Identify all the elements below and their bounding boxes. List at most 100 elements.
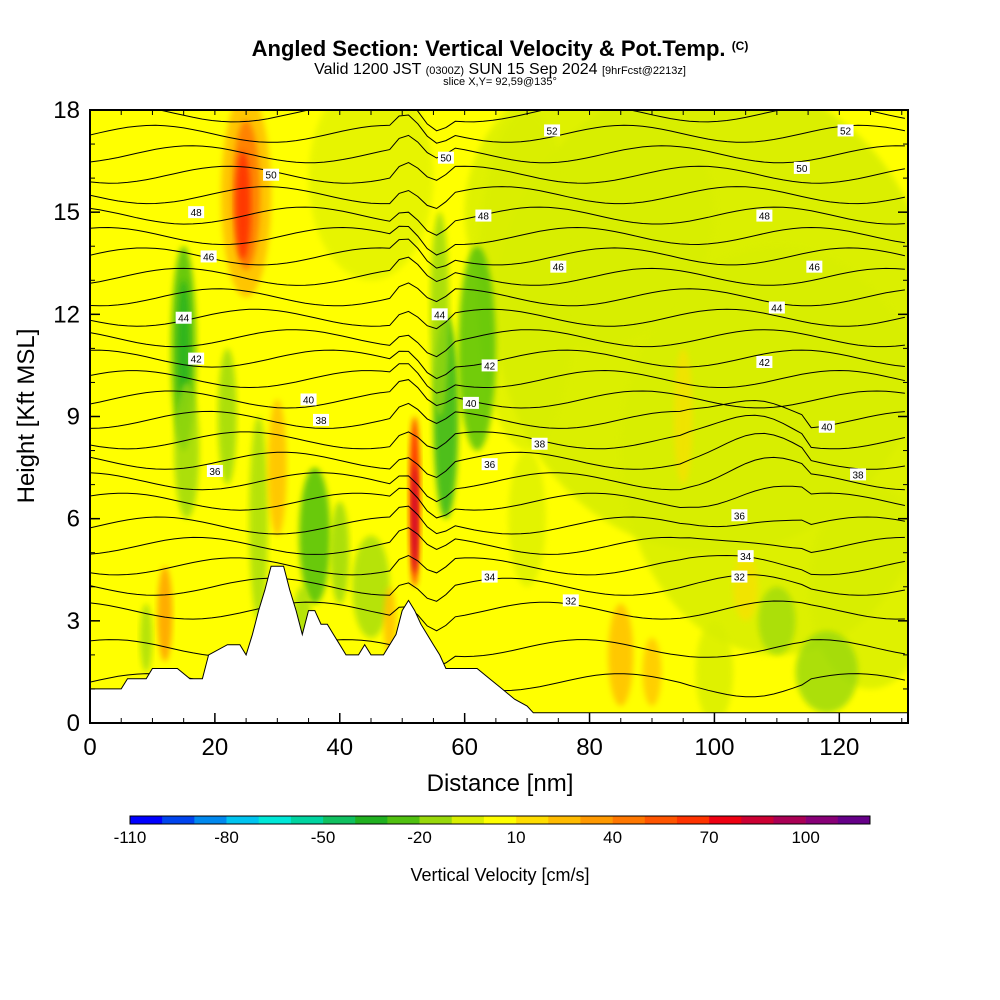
colorbar-swatch	[130, 816, 163, 824]
terrain-mask	[90, 565, 908, 723]
theta-contour	[90, 527, 905, 555]
svg-text:38: 38	[315, 416, 327, 427]
y-axis-label: Height [Kft MSL]	[13, 329, 40, 504]
contour-label: 44	[768, 301, 785, 315]
svg-text:42: 42	[484, 361, 496, 372]
contour-label: 36	[206, 464, 223, 478]
velocity-cell	[308, 110, 434, 281]
svg-text:40: 40	[303, 395, 315, 406]
colorbar-swatch	[805, 816, 839, 824]
y-tick-label: 9	[67, 404, 80, 431]
velocity-cell	[695, 620, 734, 723]
contour-label: 36	[731, 509, 748, 522]
theta-contour	[90, 329, 905, 358]
svg-text:44: 44	[771, 304, 783, 315]
svg-text:32: 32	[734, 573, 746, 584]
x-tick-label: 20	[202, 734, 229, 761]
colorbar-swatch	[419, 816, 453, 824]
svg-text:42: 42	[191, 355, 203, 366]
svg-text:50: 50	[440, 154, 452, 165]
contour-label: 44	[431, 308, 448, 321]
contour-label: 50	[793, 161, 810, 175]
colorbar-swatch	[773, 816, 806, 824]
colorbar-swatch	[258, 816, 292, 824]
colorbar-swatch	[548, 816, 581, 824]
colorbar-swatch	[837, 816, 871, 824]
velocity-cell	[157, 566, 173, 662]
contour-label: 48	[188, 206, 205, 219]
theta-contour	[90, 399, 905, 429]
colorbar-swatch	[644, 816, 678, 824]
svg-text:44: 44	[178, 314, 190, 325]
colorbar-swatch	[387, 816, 420, 824]
svg-text:36: 36	[209, 467, 221, 478]
contour-label: 32	[731, 570, 748, 584]
title-mark: (C)	[731, 39, 749, 53]
chart-title: Angled Section: Vertical Velocity & Pot.…	[251, 36, 749, 61]
svg-text:40: 40	[465, 399, 477, 410]
theta-contour	[90, 206, 905, 236]
colorbar-swatch	[355, 816, 388, 824]
colorbar-swatch	[194, 816, 227, 824]
contour-label: 38	[531, 437, 548, 451]
x-tick-label: 100	[694, 734, 734, 761]
svg-text:36: 36	[484, 460, 496, 471]
velocity-cell	[174, 382, 200, 519]
x-tick-label: 120	[819, 734, 859, 761]
chart-subtitle: Valid 1200 JST (0300Z) SUN 15 Sep 2024 […	[314, 61, 686, 78]
colorbar-swatch	[323, 816, 356, 824]
contour-label: 48	[756, 209, 773, 223]
svg-text:36: 36	[734, 511, 746, 522]
contour-label: 38	[313, 413, 330, 427]
velocity-cell	[235, 150, 251, 260]
svg-text:52: 52	[547, 126, 559, 137]
svg-text:46: 46	[203, 252, 215, 263]
theta-contour	[90, 134, 905, 164]
theta-contour	[90, 363, 906, 394]
velocity-cell	[249, 416, 268, 621]
contour-label: 46	[806, 260, 823, 274]
svg-text:44: 44	[434, 310, 446, 321]
theta-contour	[90, 162, 905, 184]
theta-contour	[90, 308, 906, 330]
x-tick-label: 40	[326, 734, 353, 761]
x-tick-label: 0	[83, 734, 96, 761]
velocity-cell	[383, 586, 396, 655]
svg-text:46: 46	[553, 263, 565, 274]
svg-text:50: 50	[266, 171, 278, 182]
svg-text:38: 38	[534, 440, 546, 451]
terrain-shape	[90, 565, 908, 723]
velocity-cell	[642, 637, 662, 706]
y-tick-label: 15	[53, 199, 80, 226]
svg-text:34: 34	[740, 552, 752, 563]
contour-label: 52	[544, 124, 561, 137]
colorbar-swatch	[612, 816, 646, 824]
velocity-cell	[477, 110, 578, 451]
svg-text:48: 48	[478, 212, 490, 223]
y-tick-label: 12	[53, 301, 80, 328]
colorbar-swatch	[483, 816, 517, 824]
svg-text:34: 34	[484, 573, 496, 584]
theta-contour	[90, 256, 905, 286]
theta-contour	[90, 225, 905, 256]
contour-label: 52	[837, 124, 854, 137]
colorbar-swatch	[580, 816, 613, 824]
theta-contour	[90, 379, 905, 409]
contour-label: 46	[550, 260, 567, 274]
colorbar-swatch	[516, 816, 549, 824]
x-tick-label: 80	[576, 734, 603, 761]
theta-contour	[90, 456, 905, 503]
contour-label: 50	[437, 151, 454, 165]
y-tick-label: 0	[67, 710, 80, 737]
velocity-cell	[139, 603, 153, 672]
contour-label: 42	[188, 352, 205, 366]
velocity-cell	[458, 246, 496, 451]
contour-label: 44	[175, 311, 192, 325]
colorbar-tick-label: -20	[407, 828, 432, 847]
contour-label: 38	[850, 468, 867, 481]
x-tick-label: 60	[451, 734, 478, 761]
theta-contour	[90, 114, 905, 144]
svg-text:50: 50	[796, 164, 808, 175]
